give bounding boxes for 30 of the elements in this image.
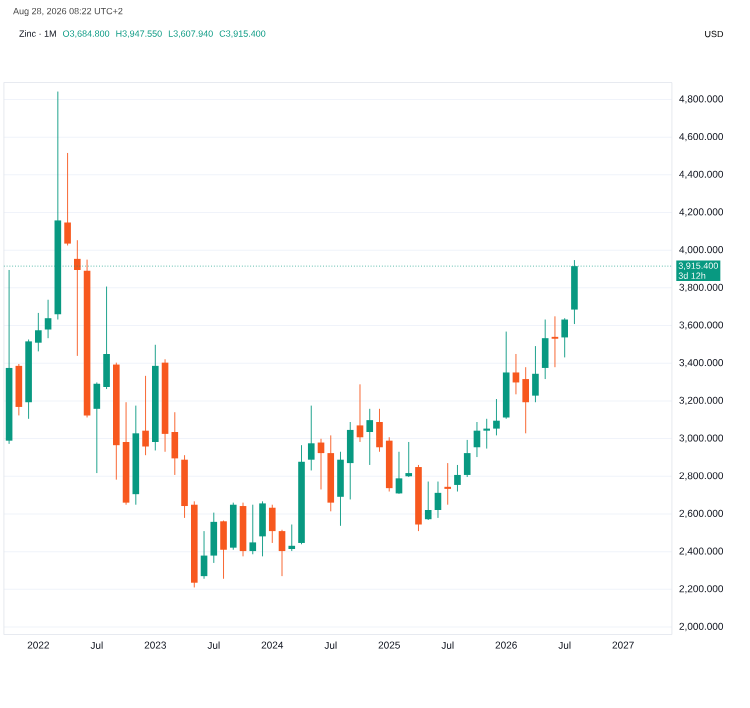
candlestick: [268, 504, 276, 544]
candlestick: [395, 451, 403, 495]
candlestick: [229, 502, 237, 551]
candlestick: [541, 319, 549, 380]
candlestick: [74, 239, 81, 357]
candlestick: [463, 439, 471, 478]
candlestick: [288, 524, 296, 552]
candlestick: [356, 383, 364, 443]
candlestick: [424, 481, 432, 521]
candlestick: [532, 345, 539, 403]
candlestick: [278, 529, 286, 577]
candlestick: [239, 502, 247, 557]
candlestick: [405, 441, 413, 478]
candlestick: [366, 408, 374, 466]
candlestick: [502, 331, 510, 420]
candlestick: [307, 405, 315, 471]
candlestick: [44, 299, 52, 339]
candlestick: [483, 418, 491, 450]
candlestick: [64, 152, 71, 246]
candlestick: [220, 520, 227, 580]
candlestick: [493, 398, 500, 436]
candlestick: [561, 317, 568, 358]
candlestick: [210, 512, 218, 564]
candlestick: [15, 363, 23, 416]
candlestick: [454, 464, 461, 492]
candlestick: [259, 500, 266, 557]
candlestick: [142, 375, 149, 456]
candlestick: [249, 504, 257, 555]
candlestick: [444, 462, 452, 506]
candlestick: [551, 315, 559, 368]
